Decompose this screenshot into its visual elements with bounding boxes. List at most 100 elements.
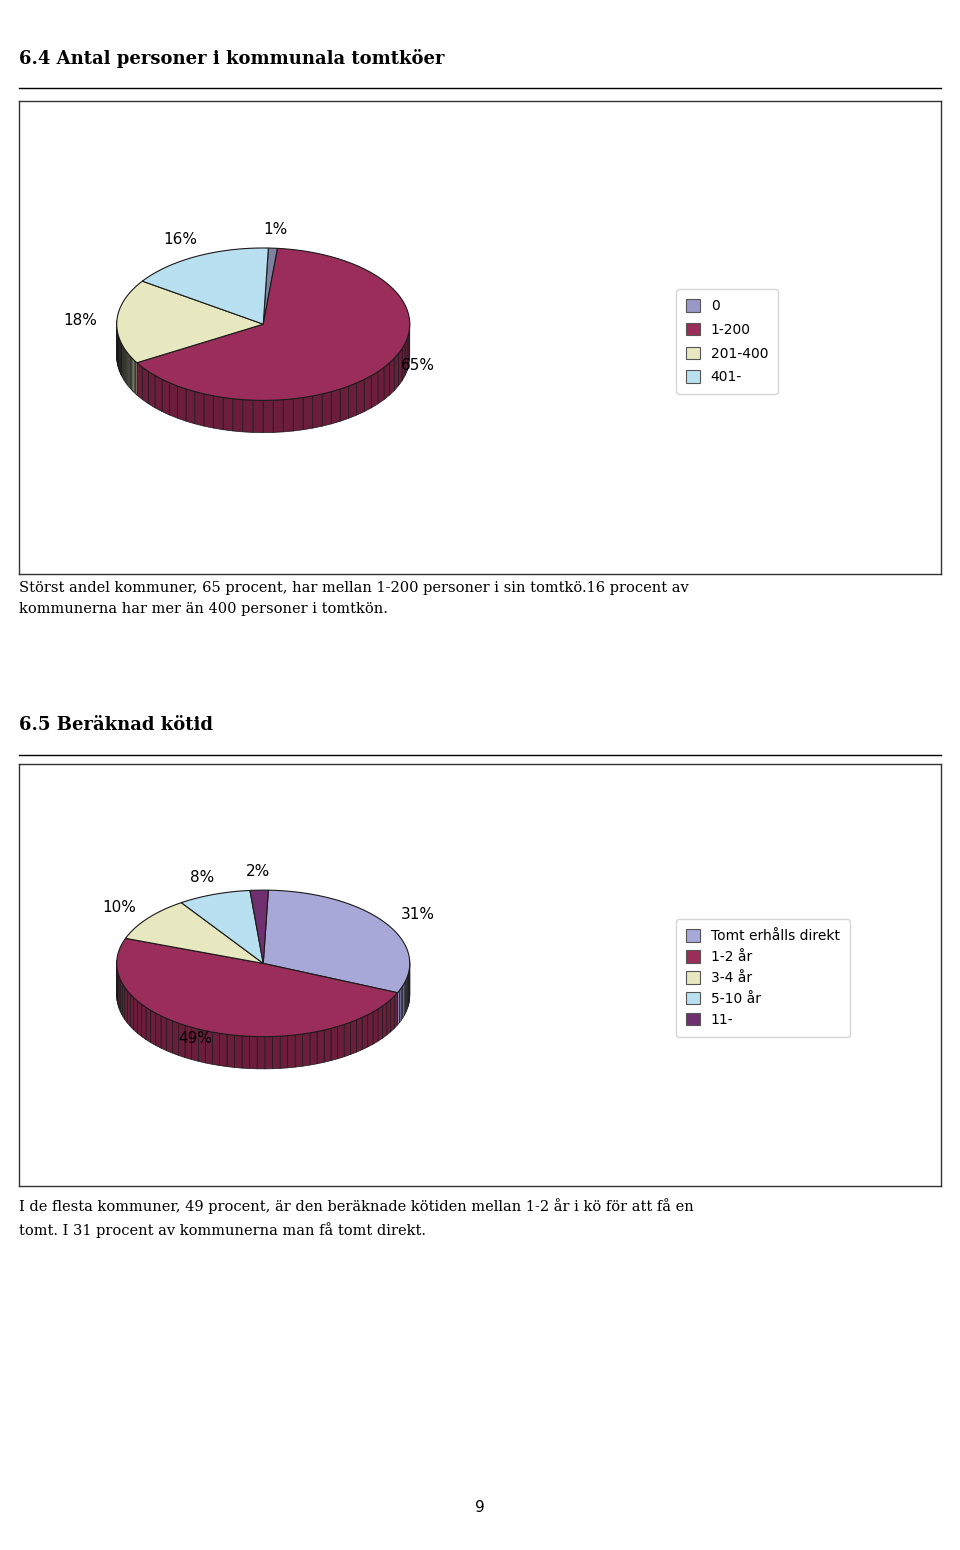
Polygon shape [131,994,133,1029]
Polygon shape [265,1037,273,1070]
Polygon shape [387,1000,391,1035]
Text: 49%: 49% [179,1031,212,1046]
Polygon shape [364,375,372,412]
Polygon shape [273,1035,280,1070]
Polygon shape [220,1034,227,1066]
Text: I de flesta kommuner, 49 procent, är den beräknade kötiden mellan 1-2 år i kö fö: I de flesta kommuner, 49 procent, är den… [19,1198,694,1237]
Text: 1%: 1% [263,222,287,237]
Polygon shape [331,1026,338,1060]
Text: 6.5 Beräknad kötid: 6.5 Beräknad kötid [19,716,213,733]
Polygon shape [323,392,331,426]
Polygon shape [170,383,178,419]
Polygon shape [134,360,135,394]
Text: 2%: 2% [246,865,271,879]
Polygon shape [378,367,384,405]
Polygon shape [156,1014,161,1048]
Polygon shape [263,890,410,992]
Polygon shape [303,395,313,429]
Legend: 0, 1-200, 201-400, 401-: 0, 1-200, 201-400, 401- [676,290,778,394]
Text: 16%: 16% [163,231,198,246]
Polygon shape [122,983,125,1020]
Polygon shape [263,400,273,432]
Polygon shape [313,394,323,428]
Polygon shape [395,353,398,391]
Polygon shape [192,1028,199,1062]
Polygon shape [242,1035,250,1068]
Polygon shape [250,1037,257,1070]
Polygon shape [405,980,406,1014]
Polygon shape [401,986,402,1020]
Polygon shape [155,375,162,411]
Polygon shape [227,1034,234,1068]
Polygon shape [132,360,134,392]
Polygon shape [178,386,186,422]
Polygon shape [288,1035,295,1068]
Polygon shape [137,363,142,400]
Polygon shape [232,398,243,432]
Polygon shape [295,1034,302,1066]
Polygon shape [204,394,213,428]
Polygon shape [179,1023,185,1057]
Polygon shape [368,1012,372,1046]
Polygon shape [395,992,397,1029]
Polygon shape [199,1029,205,1063]
Polygon shape [126,902,263,964]
Polygon shape [280,1035,288,1068]
Polygon shape [141,1004,146,1040]
Polygon shape [120,980,122,1015]
Polygon shape [151,1011,156,1045]
Polygon shape [402,344,405,381]
Polygon shape [310,1032,317,1065]
Polygon shape [293,397,303,431]
Polygon shape [142,248,269,324]
Polygon shape [181,890,263,964]
Polygon shape [350,1020,356,1054]
Polygon shape [117,281,263,363]
Polygon shape [252,400,263,432]
Polygon shape [402,984,404,1018]
Polygon shape [223,397,232,431]
Polygon shape [378,1006,382,1042]
Polygon shape [348,383,356,419]
Polygon shape [407,333,409,370]
Text: 10%: 10% [102,899,136,914]
Polygon shape [186,389,195,423]
Text: 18%: 18% [63,313,97,329]
Polygon shape [125,987,128,1023]
Polygon shape [137,1001,141,1037]
Polygon shape [372,372,378,408]
Polygon shape [405,338,407,375]
Polygon shape [390,358,395,395]
Polygon shape [148,372,155,408]
Polygon shape [162,380,170,415]
Polygon shape [398,349,402,386]
Polygon shape [372,1009,378,1045]
Text: 31%: 31% [401,907,435,922]
Polygon shape [399,989,401,1023]
Polygon shape [317,1031,324,1063]
Text: 6.4 Antal personer i kommunala tomtköer: 6.4 Antal personer i kommunala tomtköer [19,48,444,68]
Polygon shape [128,353,130,388]
Polygon shape [205,1031,212,1065]
Polygon shape [250,890,269,964]
Polygon shape [404,981,405,1015]
Polygon shape [302,1032,310,1066]
Polygon shape [243,400,252,432]
Text: 8%: 8% [190,870,214,885]
Polygon shape [263,248,277,324]
Text: 9: 9 [475,1500,485,1514]
Polygon shape [397,990,399,1025]
Polygon shape [384,363,390,400]
Polygon shape [362,1015,368,1049]
Polygon shape [213,395,223,429]
Polygon shape [391,997,395,1032]
Polygon shape [167,1018,173,1052]
Polygon shape [117,938,397,1037]
Polygon shape [146,1008,151,1043]
Polygon shape [185,1026,192,1060]
Legend: Tomt erhålls direkt, 1-2 år, 3-4 år, 5-10 år, 11-: Tomt erhålls direkt, 1-2 år, 3-4 år, 5-1… [676,919,850,1037]
Polygon shape [195,392,204,426]
Polygon shape [340,386,348,422]
Polygon shape [382,1003,387,1038]
Polygon shape [338,1025,344,1059]
